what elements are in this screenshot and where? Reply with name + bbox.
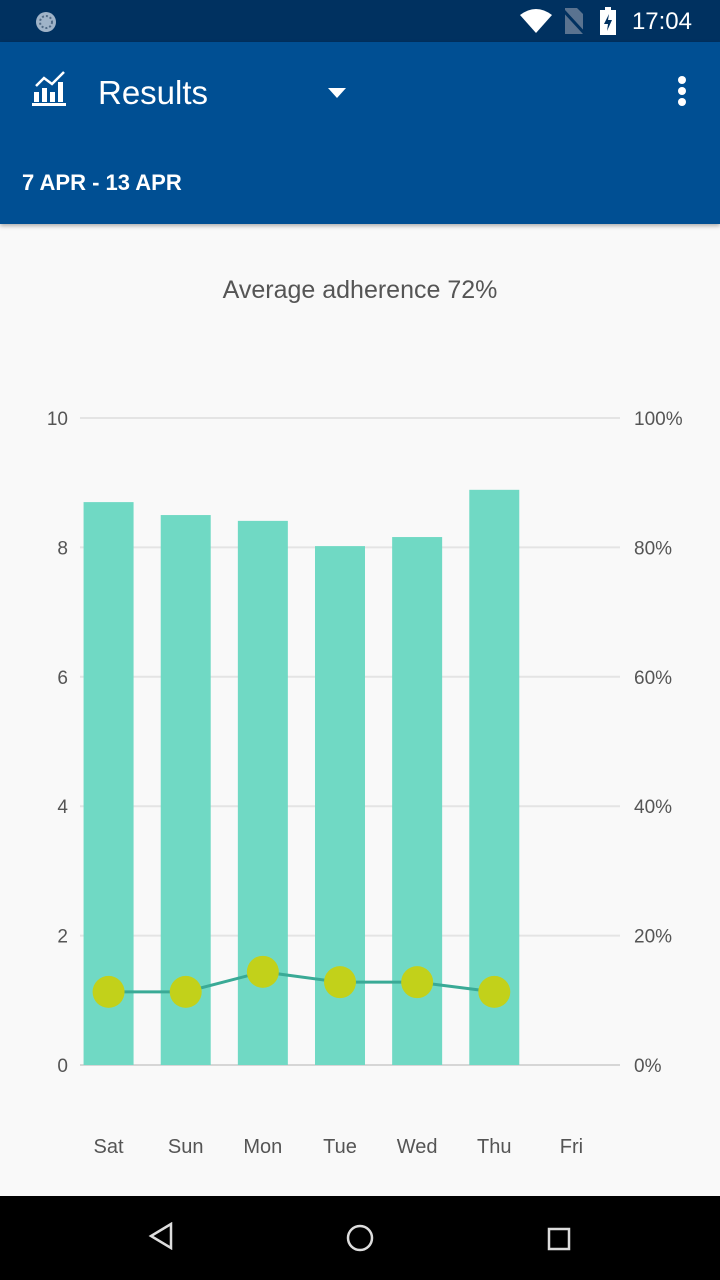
line-point-mon: [246, 955, 279, 988]
right-axis-tick: 40%: [634, 797, 672, 818]
left-axis-tick: 8: [57, 538, 68, 559]
right-axis-tick: 20%: [634, 927, 672, 948]
x-axis-label: Sat: [94, 1136, 124, 1158]
status-time: 17:04: [631, 8, 692, 35]
x-axis-label: Wed: [397, 1136, 438, 1158]
x-axis-label: Fri: [560, 1136, 583, 1158]
status-bar: 17:04: [0, 0, 720, 42]
x-axis-label: Thu: [477, 1136, 511, 1158]
line-point-sat: [92, 975, 125, 1008]
adherence-chart: 0 0% 2 20% 4 40% 6 60% 8 80% 10 100% Sat Sun Mon Tue Wed…: [47, 409, 683, 1158]
right-axis-tick: 60%: [634, 668, 672, 689]
back-icon[interactable]: [148, 1222, 174, 1250]
left-axis-tick: 0: [57, 1056, 68, 1077]
bar-sat: [83, 502, 134, 1065]
dropdown-arrow-icon[interactable]: [328, 88, 346, 98]
wifi-icon: [520, 9, 552, 33]
bar-sun: [160, 515, 211, 1065]
left-axis-tick: 4: [57, 797, 68, 818]
app-bar: Results 7 APR - 13 APR: [0, 42, 720, 224]
x-axis-label: Sun: [168, 1136, 204, 1158]
more-options-icon[interactable]: [672, 76, 692, 106]
x-axis-label: Mon: [243, 1136, 282, 1158]
right-axis-tick: 80%: [634, 538, 672, 559]
date-range: 7 APR - 13 APR: [22, 170, 182, 195]
line-point-thu: [478, 975, 511, 1008]
left-axis-tick: 2: [57, 927, 68, 948]
navigation-bar: [0, 1196, 720, 1280]
x-axis-label: Tue: [323, 1136, 357, 1158]
results-chart-icon: [32, 71, 66, 106]
line-point-wed: [401, 966, 434, 999]
chart-title: Average adherence 72%: [222, 276, 498, 304]
left-axis-tick: 10: [47, 409, 68, 430]
page-title[interactable]: Results: [98, 74, 209, 111]
right-axis-tick: 0%: [634, 1056, 662, 1077]
recents-icon[interactable]: [547, 1227, 571, 1251]
right-axis-tick: 100%: [634, 409, 683, 430]
app-notification-icon: [36, 12, 56, 32]
home-icon[interactable]: [346, 1224, 374, 1252]
battery-charging-icon: [600, 7, 616, 35]
bar-thu: [469, 489, 520, 1065]
line-point-tue: [324, 966, 356, 999]
left-axis-tick: 6: [57, 668, 68, 689]
line-point-sun: [169, 975, 202, 1008]
no-sim-icon: [563, 8, 585, 34]
